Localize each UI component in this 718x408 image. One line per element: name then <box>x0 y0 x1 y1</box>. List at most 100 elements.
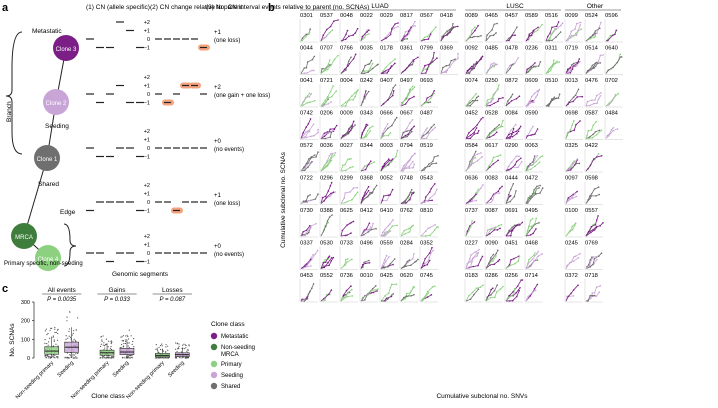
trajectory-line <box>565 253 581 269</box>
data-point <box>128 354 130 356</box>
cn-tick-label: −1 <box>144 260 150 266</box>
data-point <box>177 348 179 350</box>
data-point <box>51 355 54 357</box>
trajectory-line <box>320 130 334 139</box>
trajectory-line <box>505 128 514 139</box>
tumour-id: 0052 <box>380 176 393 182</box>
data-point <box>128 342 130 344</box>
category-label: Non-seeding primary <box>125 360 166 401</box>
trajectory-line <box>340 221 354 237</box>
trajectory-line <box>420 292 429 302</box>
trajectory-line <box>585 252 602 269</box>
trajectory-line <box>420 162 437 172</box>
group-title: LUSC <box>506 3 524 10</box>
tumour-panel: 0343 <box>359 111 378 140</box>
trajectory-line <box>505 190 517 204</box>
trajectory-line <box>485 192 500 204</box>
trajectory-line <box>485 159 499 172</box>
tumour-panel: 0528 <box>484 111 504 140</box>
tumour-panel: 0344 <box>359 143 378 173</box>
metastatic-label: Metastatic <box>32 28 62 35</box>
y-tick-label: 0 <box>27 356 30 362</box>
tumour-id: 0598 <box>585 176 598 182</box>
trajectory-line <box>320 90 337 107</box>
tumour-panel: 0702 <box>604 78 623 108</box>
data-point <box>57 345 59 347</box>
trajectory-line <box>420 93 435 107</box>
data-point <box>66 320 68 322</box>
tumour-id: 0640 <box>605 46 618 52</box>
trajectory-line <box>400 259 410 269</box>
tumour-id: 0290 <box>505 143 518 149</box>
data-point <box>72 355 74 357</box>
trajectory-line <box>525 61 541 74</box>
trajectory-line <box>320 255 330 269</box>
trajectory-line <box>340 121 355 139</box>
data-point <box>156 347 158 349</box>
trajectory-line <box>585 27 601 42</box>
tumour-panel: 0286 <box>484 273 504 303</box>
panel-b-y-label: Cumulative subclonal no. SCNAs <box>280 151 287 247</box>
data-point <box>127 338 130 340</box>
trajectory-line <box>485 154 501 172</box>
tumour-id: 0733 <box>340 241 353 247</box>
trajectory-line <box>485 98 494 107</box>
tumour-panel: 0510 <box>544 78 563 108</box>
data-point <box>161 343 163 345</box>
trajectory-line <box>380 65 392 74</box>
event-count: +1 <box>214 30 222 36</box>
trajectory-line <box>545 98 557 107</box>
genomic-segments-label: Genomic segments <box>112 271 169 278</box>
trajectory-line <box>505 183 514 204</box>
data-point <box>68 335 70 337</box>
tumour-panel: 0010 <box>359 273 379 303</box>
cn-tick-label: +1 <box>144 29 150 35</box>
tumour-panel: 0567 <box>419 13 438 43</box>
tumour-id: 0206 <box>320 111 333 117</box>
tumour-panel: 0407 <box>379 78 398 108</box>
trajectory-line <box>565 24 581 42</box>
data-point <box>105 338 108 340</box>
tumour-panel: 0090 <box>484 241 503 270</box>
data-point <box>71 334 73 336</box>
trajectory-line <box>525 187 544 204</box>
tumour-panel: 0587 <box>584 111 603 140</box>
trajectory-line <box>525 128 538 139</box>
trajectory-line <box>360 63 379 74</box>
trajectory-line <box>420 247 433 269</box>
trajectory-line <box>360 60 372 74</box>
trajectory-line <box>360 33 370 42</box>
trajectory-line <box>300 131 310 139</box>
trajectory-line <box>485 97 504 107</box>
data-point <box>188 345 190 347</box>
tumour-panel: 0003 <box>379 143 399 173</box>
tumour-id: 0817 <box>400 13 413 19</box>
tumour-panel: 0022 <box>359 13 378 43</box>
event-note: (no events) <box>214 252 244 258</box>
data-point <box>167 349 169 351</box>
trajectory-line <box>485 259 500 269</box>
tumour-id: 0478 <box>505 46 518 52</box>
mrca-node <box>11 223 37 249</box>
trajectory-line <box>321 132 332 139</box>
clone2-node <box>43 89 69 115</box>
trajectory-line <box>605 29 618 42</box>
tumour-id: 0036 <box>320 143 333 149</box>
trajectory-line <box>420 155 439 172</box>
tumour-id: 0698 <box>565 111 578 117</box>
data-point <box>178 347 180 350</box>
tumour-id: 0425 <box>380 273 393 279</box>
tumour-panel: 0742 <box>299 111 319 140</box>
tumour-id: 0063 <box>525 143 538 149</box>
tumour-id: 0543 <box>420 176 433 182</box>
tumour-id: 0344 <box>360 143 374 149</box>
seeding-label: Seeding <box>45 123 69 130</box>
tumour-id: 0410 <box>380 208 393 214</box>
data-point <box>47 344 49 346</box>
panel-a: a (1) CN (allele specific) (2) CN change… <box>2 2 369 278</box>
tumour-panel: 0666 <box>379 111 398 140</box>
data-point <box>155 344 157 346</box>
legend-label: Seeding <box>221 373 243 379</box>
data-point <box>100 357 102 359</box>
data-point <box>157 352 159 354</box>
